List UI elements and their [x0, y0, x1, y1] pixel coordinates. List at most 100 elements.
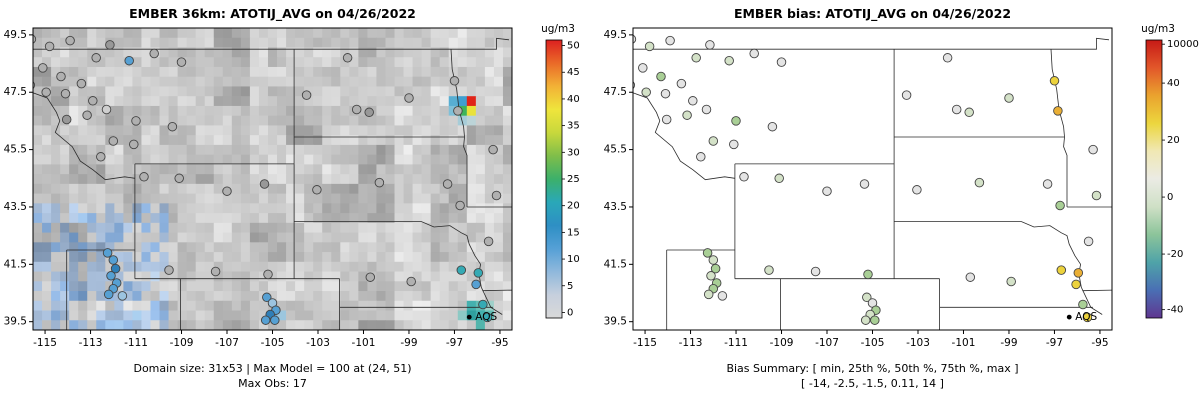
bias-map-layer — [621, 28, 1112, 330]
obs-point — [810, 266, 821, 277]
colorbar-tick-label: 35 — [567, 121, 580, 132]
obs-point — [88, 96, 98, 106]
obs-point — [117, 291, 128, 301]
obs-point — [1004, 93, 1014, 103]
aqs-legend: AQS — [466, 311, 498, 323]
colorbar-tick-label: 20 — [567, 201, 580, 212]
obs-point — [174, 173, 184, 184]
x-tick-label: -97 — [1046, 337, 1063, 349]
obs-point — [965, 272, 976, 282]
obs-point — [471, 279, 481, 290]
obs-point — [312, 185, 322, 195]
obs-point — [731, 116, 741, 126]
obs-point — [859, 179, 870, 189]
model-obs-points — [17, 34, 502, 325]
y-tick-label: 47.5 — [4, 86, 27, 98]
left-caption-line2: Max Obs: 17 — [238, 377, 307, 390]
obs-point — [449, 76, 460, 86]
obs-point — [41, 87, 51, 97]
obs-point — [301, 90, 312, 100]
obs-point — [149, 48, 159, 59]
obs-point — [56, 71, 66, 82]
colorbar-tick-label: 40 — [567, 94, 580, 105]
colorbar-tick-label: -40 — [1167, 305, 1183, 316]
colorbar-tick-label: 20 — [1167, 135, 1180, 146]
x-tick-label: -115 — [33, 337, 57, 349]
obs-point — [942, 53, 953, 63]
y-tick-label: 39.5 — [604, 316, 627, 328]
obs-point — [129, 139, 139, 150]
obs-point — [691, 53, 701, 63]
right-map-plot: AQS -115 -113 -111 -109 -107 -105 -103 -101 -99 -9… — [604, 23, 1199, 349]
obs-point — [222, 186, 232, 196]
obs-point — [633, 34, 637, 44]
obs-point — [656, 71, 666, 82]
obs-point — [21, 180, 30, 189]
obs-point — [702, 248, 713, 258]
obs-point — [1073, 268, 1084, 278]
obs-point — [641, 87, 651, 97]
obs-point — [1082, 312, 1093, 323]
x-tick-label: -115 — [633, 337, 657, 349]
bias-obs-points — [621, 34, 1102, 325]
y-tick-label: 43.5 — [4, 201, 27, 213]
obs-point — [101, 104, 112, 115]
x-tick-label: -109 — [170, 337, 194, 349]
colorbar-title: ug/m3 — [541, 23, 575, 35]
obs-point — [176, 57, 187, 67]
obs-point — [262, 292, 272, 303]
obs-point — [710, 263, 721, 274]
obs-point — [491, 190, 502, 201]
obs-point — [364, 107, 374, 118]
obs-point — [870, 315, 880, 325]
x-tick-label: -101 — [352, 337, 376, 349]
obs-point — [76, 78, 87, 89]
colorbar-tick-label: 0 — [567, 307, 573, 318]
axes: -115 -113 -111 -109 -107 -105 -103 -101 -99 -97 -9… — [4, 29, 509, 349]
obs-point — [33, 34, 37, 44]
obs-point — [621, 56, 630, 65]
obs-point — [17, 120, 26, 129]
x-tick-label: -113 — [679, 337, 703, 349]
obs-point — [404, 93, 414, 103]
obs-point — [488, 144, 498, 155]
obs-point — [406, 276, 416, 287]
obs-point — [1078, 299, 1088, 310]
obs-point — [263, 269, 273, 280]
x-tick-label: -99 — [1000, 337, 1017, 349]
x-tick-label: -105 — [261, 337, 285, 349]
obs-point — [453, 106, 463, 116]
obs-point — [108, 255, 119, 265]
obs-point — [774, 173, 784, 184]
obs-point — [351, 104, 362, 115]
obs-point — [708, 136, 719, 146]
obs-point — [621, 180, 630, 189]
x-tick-label: -103 — [306, 337, 330, 349]
x-tick-label: -97 — [446, 337, 463, 349]
obs-point — [91, 53, 101, 63]
left-caption-line1: Domain size: 31x53 | Max Model = 100 at … — [133, 362, 412, 375]
x-tick-label: -113 — [79, 337, 103, 349]
state-borders — [633, 37, 1112, 330]
obs-point — [705, 40, 715, 50]
model-map-panel: EMBER 36km: ATOTIJ_AVG on 04/26/2022 AQS… — [4, 6, 580, 390]
obs-point — [951, 104, 962, 115]
obs-point — [1071, 279, 1081, 290]
x-tick-label: -95 — [491, 337, 508, 349]
obs-point — [473, 268, 484, 278]
y-tick-label: 47.5 — [604, 86, 627, 98]
obs-point — [776, 57, 787, 67]
obs-point — [167, 121, 178, 132]
obs-point — [374, 177, 385, 188]
x-tick-label: -109 — [770, 337, 794, 349]
obs-point — [964, 107, 974, 118]
obs-point — [82, 110, 92, 120]
obs-point — [270, 315, 280, 325]
obs-point — [61, 114, 72, 125]
obs-point — [96, 152, 106, 162]
model-raster-layer — [17, 28, 512, 330]
obs-point — [676, 78, 687, 89]
obs-point — [688, 96, 698, 106]
obs-point — [644, 41, 655, 52]
obs-point — [260, 315, 271, 325]
